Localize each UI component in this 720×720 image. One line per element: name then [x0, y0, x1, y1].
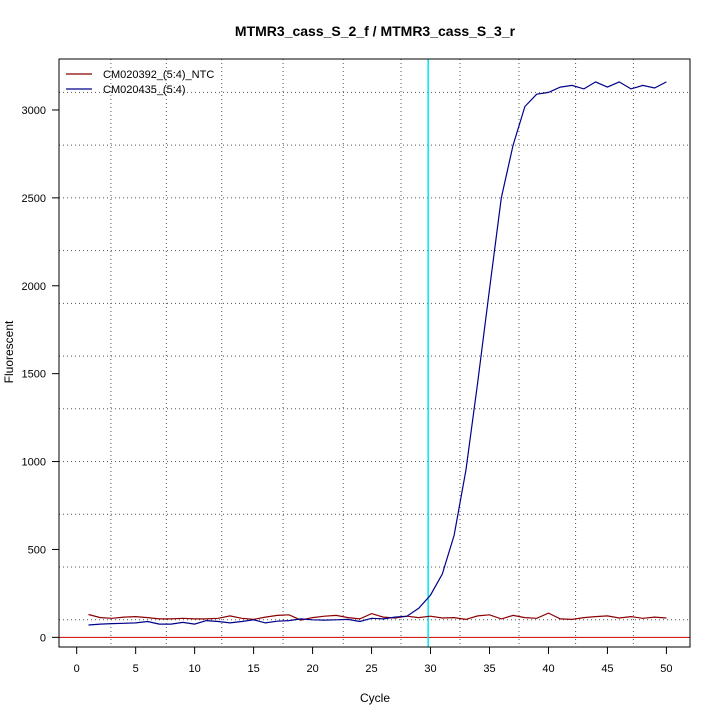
x-tick-label: 30 [424, 663, 436, 675]
y-tick-label: 1000 [22, 457, 46, 469]
x-axis-label: Cycle [360, 691, 390, 705]
x-tick-label: 35 [483, 663, 495, 675]
legend-label-ntc: CM020392_(5:4)_NTC [103, 69, 214, 81]
x-tick-label: 25 [365, 663, 377, 675]
y-axis: 0 500 1000 1500 2000 2500 3000 [22, 105, 59, 644]
x-tick-label: 10 [189, 663, 201, 675]
y-tick-label: 1500 [22, 369, 46, 381]
y-tick-label: 3000 [22, 105, 46, 117]
grid-lines [59, 59, 690, 647]
x-tick-label: 5 [133, 663, 139, 675]
x-tick-label: 50 [660, 663, 672, 675]
x-tick-label: 0 [74, 663, 80, 675]
series-line-1 [88, 81, 667, 626]
y-tick-label: 2000 [22, 281, 46, 293]
y-tick-label: 500 [28, 544, 46, 556]
x-tick-label: 45 [601, 663, 613, 675]
chart-title: MTMR3_cass_S_2_f / MTMR3_cass_S_3_r [235, 23, 516, 39]
plot-border [58, 58, 691, 648]
legend: CM020392_(5:4)_NTC CM020435_(5:4) [66, 69, 214, 96]
x-tick-label: 15 [247, 663, 259, 675]
series-line-0 [88, 612, 667, 621]
x-tick-label: 40 [542, 663, 554, 675]
x-axis: 0 5 10 15 20 25 30 35 40 45 50 [74, 647, 673, 675]
y-axis-label: Fluorescent [2, 320, 16, 383]
x-tick-label: 20 [306, 663, 318, 675]
legend-label-sample: CM020435_(5:4) [103, 84, 186, 96]
y-tick-label: 0 [40, 632, 46, 644]
plot-area [59, 59, 690, 647]
y-tick-label: 2500 [22, 193, 46, 205]
